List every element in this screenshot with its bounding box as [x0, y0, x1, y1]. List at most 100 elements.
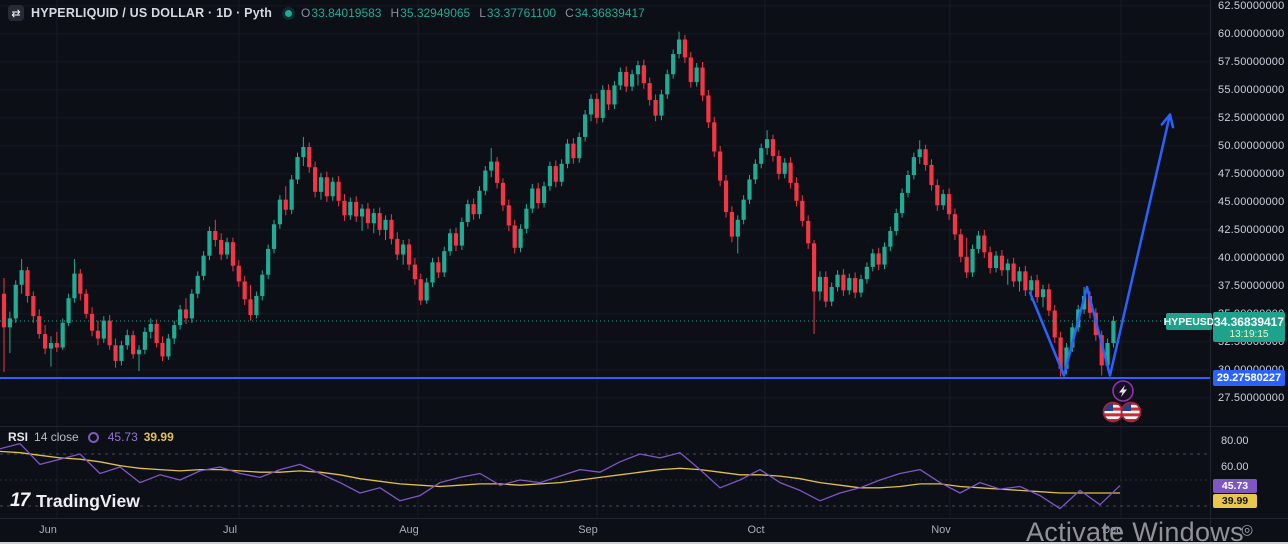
candlestick[interactable]: [72, 259, 77, 303]
candlestick[interactable]: [571, 138, 576, 164]
candlestick[interactable]: [1052, 304, 1057, 344]
candlestick[interactable]: [113, 338, 118, 368]
candlestick[interactable]: [289, 175, 294, 215]
candlestick[interactable]: [219, 233, 224, 261]
candlestick[interactable]: [283, 186, 288, 216]
candlestick[interactable]: [142, 327, 147, 355]
candlestick[interactable]: [489, 148, 494, 178]
candlestick[interactable]: [1111, 316, 1116, 348]
candlestick[interactable]: [448, 228, 453, 256]
candlestick[interactable]: [406, 238, 412, 271]
candlestick[interactable]: [612, 80, 617, 109]
candlestick[interactable]: [964, 237, 969, 279]
candlestick[interactable]: [811, 239, 817, 335]
candlestick[interactable]: [1023, 265, 1028, 296]
candlestick[interactable]: [530, 183, 535, 214]
candlestick[interactable]: [224, 237, 230, 260]
candlestick[interactable]: [876, 247, 881, 271]
candlestick[interactable]: [430, 257, 435, 288]
candlestick[interactable]: [401, 239, 406, 265]
candlestick[interactable]: [494, 157, 500, 189]
candlestick[interactable]: [759, 143, 764, 169]
candlestick[interactable]: [266, 244, 271, 280]
candlestick[interactable]: [606, 84, 611, 111]
candlestick[interactable]: [800, 195, 805, 227]
candlestick[interactable]: [1005, 259, 1010, 285]
candlestick[interactable]: [178, 304, 183, 330]
economic-event-lightning-icon[interactable]: [1112, 380, 1134, 402]
candlestick[interactable]: [160, 336, 165, 361]
candlestick[interactable]: [988, 246, 993, 274]
candlestick[interactable]: [377, 207, 382, 236]
candlestick[interactable]: [477, 186, 482, 219]
candlestick[interactable]: [236, 260, 241, 288]
candlestick[interactable]: [13, 280, 18, 323]
candlestick[interactable]: [806, 215, 811, 249]
candlestick[interactable]: [993, 251, 999, 273]
tradingview-logo[interactable]: 17 TradingView: [10, 490, 140, 512]
candlestick[interactable]: [95, 320, 101, 346]
candlestick[interactable]: [42, 325, 48, 355]
candlestick[interactable]: [894, 208, 899, 236]
trend-arrow-drawing[interactable]: [1028, 113, 1172, 377]
candlestick[interactable]: [313, 161, 318, 198]
candlestick[interactable]: [483, 166, 488, 196]
candlestick[interactable]: [888, 226, 893, 252]
candlestick[interactable]: [183, 298, 189, 324]
candlestick[interactable]: [119, 340, 124, 366]
candlestick[interactable]: [946, 188, 952, 220]
candlestick[interactable]: [459, 217, 464, 251]
candlestick[interactable]: [765, 130, 770, 155]
candlestick[interactable]: [471, 198, 476, 220]
candlestick[interactable]: [547, 161, 553, 191]
candlestick[interactable]: [271, 219, 277, 254]
candlestick[interactable]: [682, 35, 688, 64]
axis-settings-gear-icon[interactable]: ◎: [1241, 521, 1254, 537]
candlestick[interactable]: [436, 256, 441, 279]
candlestick[interactable]: [694, 63, 699, 87]
candlestick[interactable]: [1, 278, 7, 373]
candlestick[interactable]: [101, 316, 106, 344]
candlestick[interactable]: [107, 315, 112, 350]
candlestick[interactable]: [641, 59, 646, 89]
candlestick[interactable]: [512, 219, 517, 254]
candlestick[interactable]: [559, 159, 564, 187]
candlestick[interactable]: [78, 269, 83, 301]
candlestick[interactable]: [929, 159, 934, 191]
candlestick[interactable]: [723, 175, 729, 218]
candlestick[interactable]: [653, 94, 658, 122]
candlestick[interactable]: [318, 172, 324, 200]
candlestick[interactable]: [7, 311, 12, 354]
candlestick[interactable]: [125, 329, 130, 350]
candlestick[interactable]: [917, 140, 922, 164]
candlestick[interactable]: [348, 197, 353, 220]
candlestick[interactable]: [465, 199, 470, 227]
candlestick[interactable]: [982, 229, 987, 258]
candlestick[interactable]: [1035, 274, 1040, 303]
candlestick[interactable]: [342, 194, 347, 221]
candlestick[interactable]: [330, 177, 335, 201]
candlestick[interactable]: [741, 195, 746, 225]
candlestick[interactable]: [753, 159, 758, 184]
candlestick[interactable]: [412, 257, 417, 285]
candlestick[interactable]: [735, 215, 740, 254]
candlestick[interactable]: [911, 152, 916, 180]
candlestick[interactable]: [54, 331, 59, 352]
candlestick[interactable]: [166, 334, 171, 360]
candlestick[interactable]: [853, 272, 858, 299]
candlestick[interactable]: [541, 181, 547, 208]
candlestick[interactable]: [882, 242, 887, 270]
candlestick[interactable]: [418, 273, 423, 305]
candlestick[interactable]: [172, 320, 177, 345]
us-flag-event-icons[interactable]: [1102, 401, 1142, 423]
candlestick[interactable]: [935, 179, 940, 211]
candlestick[interactable]: [524, 204, 529, 234]
candlestick[interactable]: [442, 246, 447, 277]
candlestick[interactable]: [518, 224, 523, 253]
candlestick[interactable]: [48, 336, 54, 367]
candlestick[interactable]: [999, 250, 1004, 276]
candlestick[interactable]: [600, 85, 605, 123]
candlestick[interactable]: [864, 262, 869, 284]
candlestick[interactable]: [958, 228, 963, 263]
